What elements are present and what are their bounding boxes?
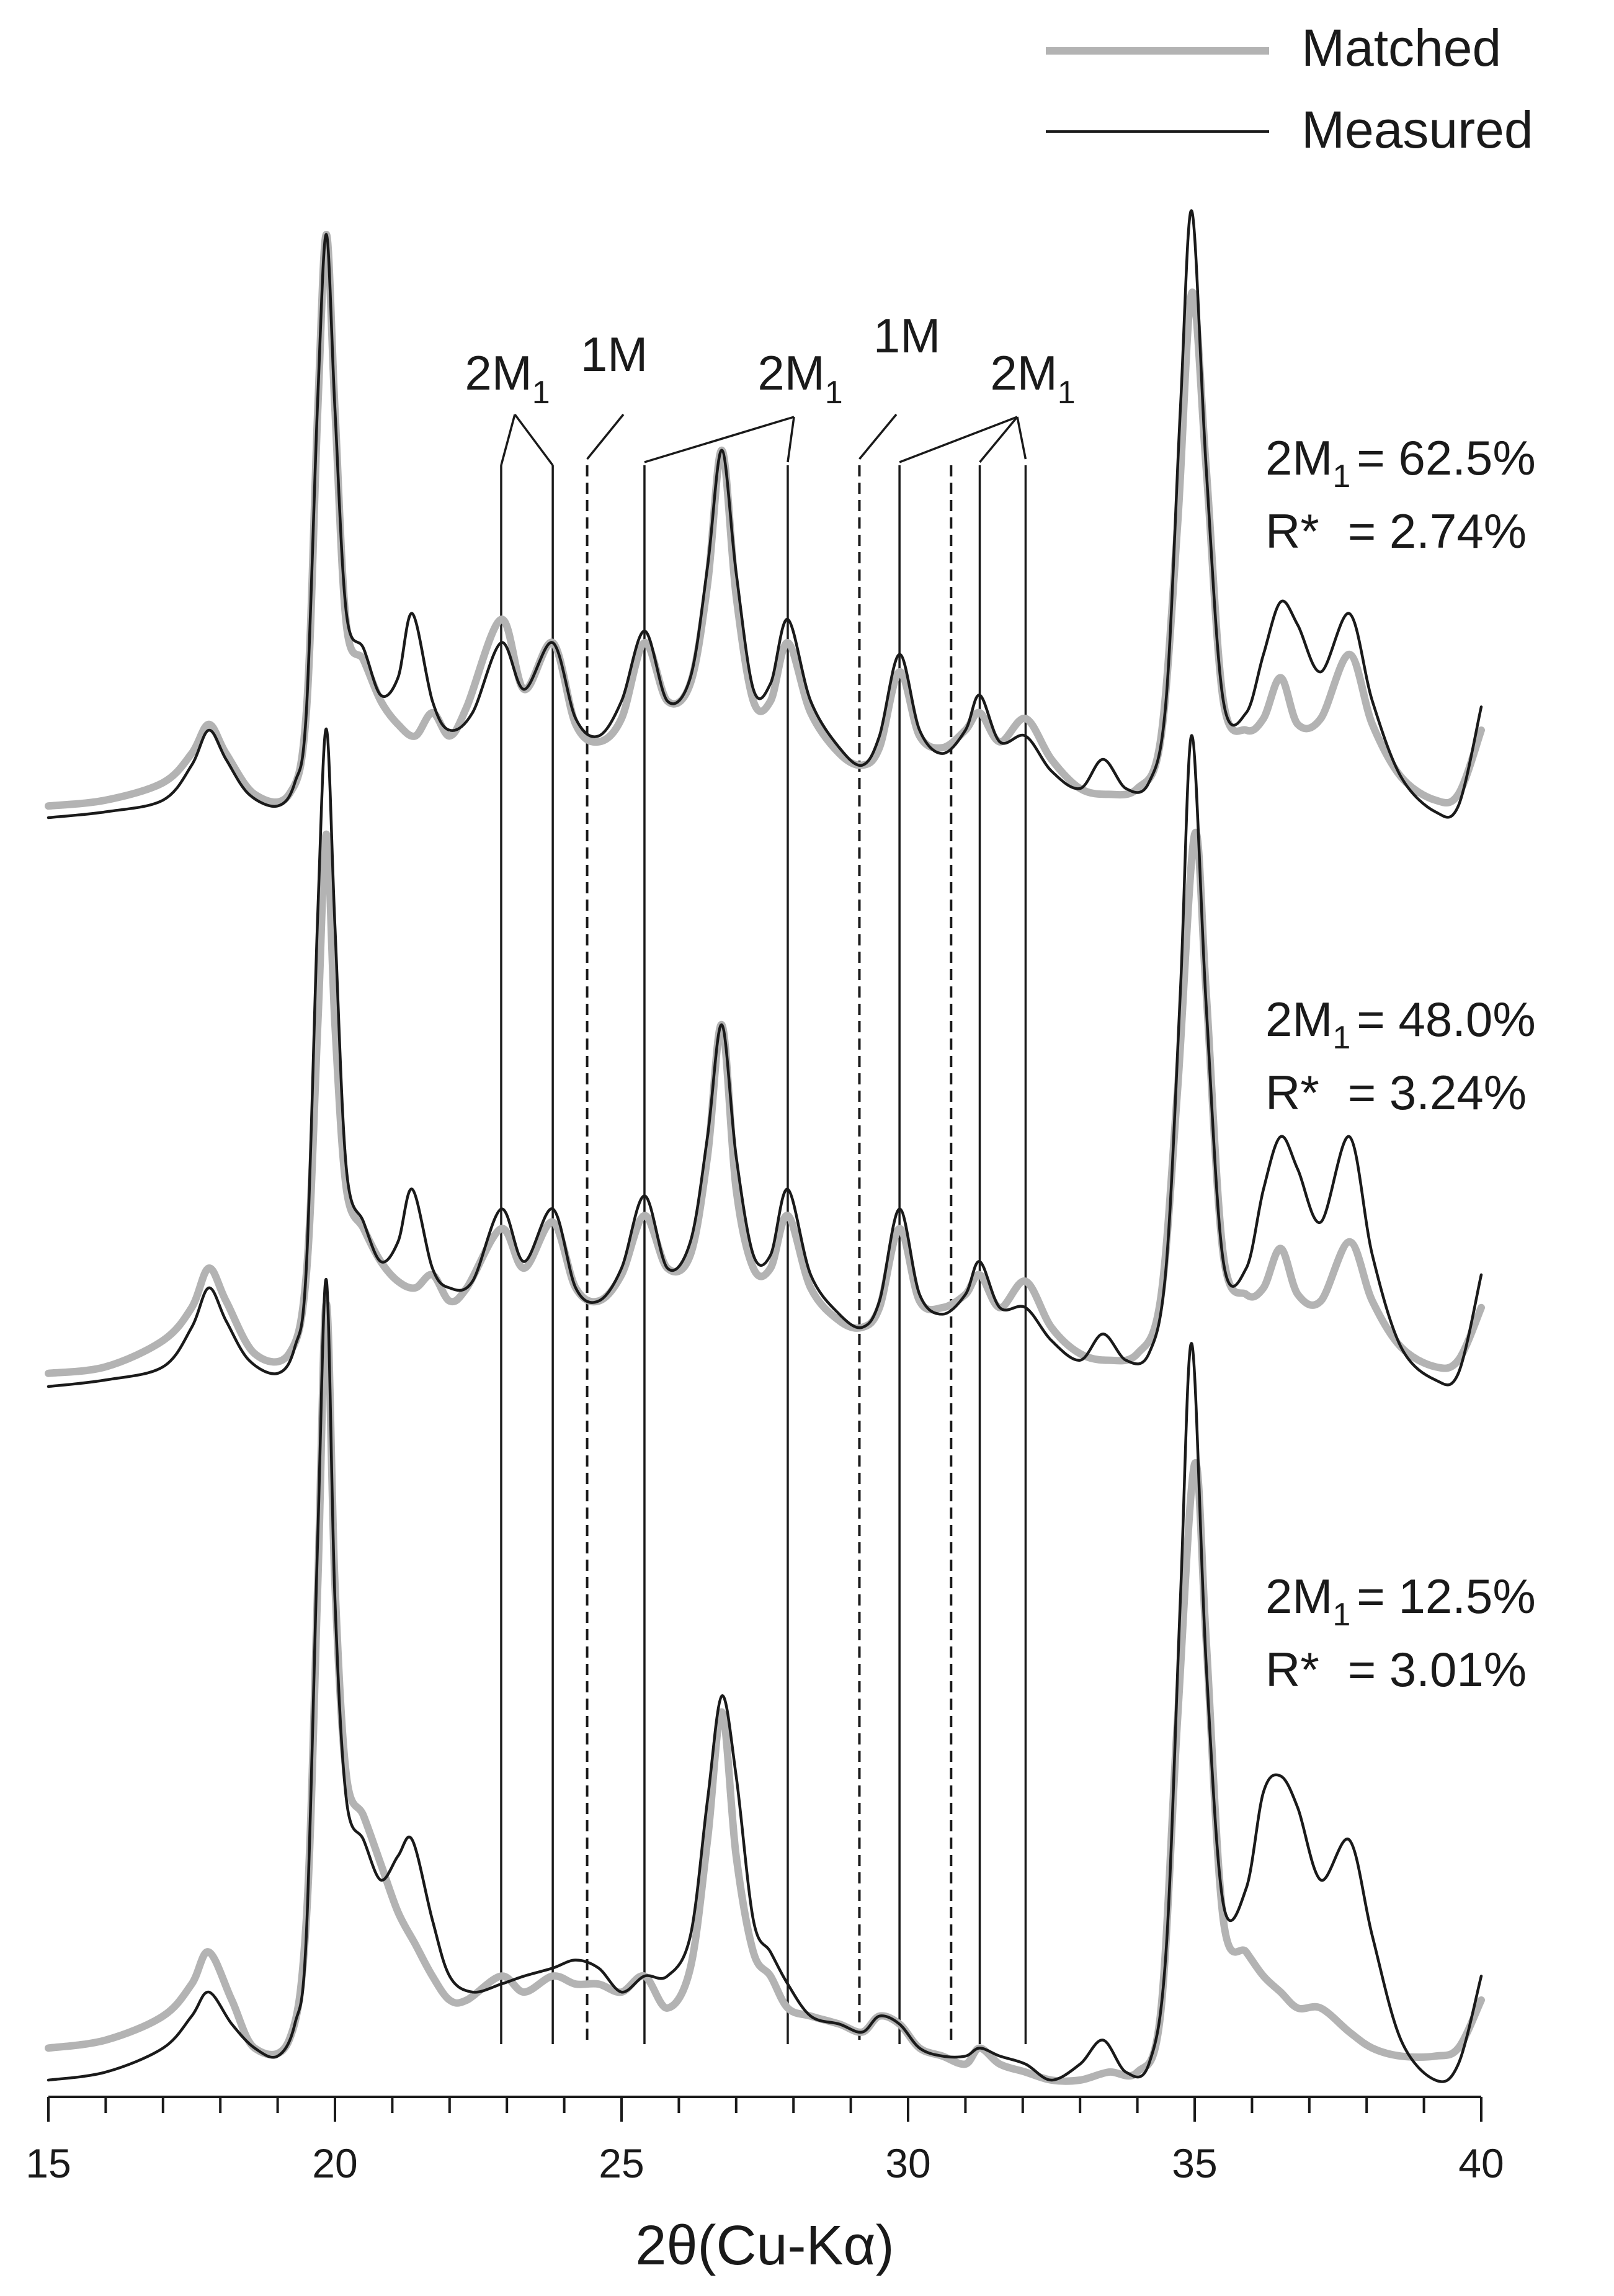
legend: Matched Measured	[1046, 19, 1533, 159]
marker-leader-line	[787, 416, 795, 463]
marker-leader-line	[586, 413, 625, 460]
marker-group-label: 2M1	[465, 346, 550, 411]
x-tick-label: 30	[885, 2140, 930, 2186]
x-axis: 15 20 25 30 35 40 2θ(Cu-Kα)	[25, 2096, 1504, 2277]
panel-annotations: 2M1 = 62.5% R* = 2.74% 2M1 = 48.0% R* = 3.24% 2M…	[1265, 431, 1536, 1697]
x-tick-label: 25	[599, 2140, 644, 2186]
series-line-measured-panel-2	[47, 727, 1483, 1388]
marker-leader-line	[1016, 416, 1027, 460]
x-tick-label: 20	[312, 2140, 357, 2186]
r-factor-label: R* = 3.01%	[1265, 1642, 1527, 1697]
phase-fraction-label: 2M1 = 62.5%	[1265, 431, 1536, 494]
marker-leader-line	[514, 413, 554, 467]
marker-leader-line	[500, 414, 516, 466]
reflection-markers: 2M1 1M 2M1 1M 2M1	[465, 308, 1076, 2044]
marker-group-label: 1M	[873, 308, 940, 363]
marker-group-label: 2M1	[757, 346, 842, 411]
plot-curves	[45, 209, 1485, 2085]
x-axis-title: 2θ(Cu-Kα)	[635, 2215, 894, 2277]
legend-measured-label: Measured	[1301, 101, 1533, 159]
marker-group-label: 1M	[581, 327, 648, 382]
series-line-measured-panel-1	[47, 209, 1483, 820]
marker-group-label: 2M1	[990, 346, 1075, 411]
marker-leader-line	[644, 416, 795, 463]
phase-fraction-label: 2M1 = 12.5%	[1265, 1569, 1536, 1633]
marker-leader-line	[858, 413, 898, 460]
x-tick-label: 40	[1458, 2140, 1504, 2186]
legend-matched-label: Matched	[1301, 19, 1501, 77]
phase-fraction-label: 2M1 = 48.0%	[1265, 992, 1536, 1056]
x-tick-label: 35	[1172, 2140, 1217, 2186]
r-factor-label: R* = 3.24%	[1265, 1065, 1527, 1120]
marker-leader-line	[979, 416, 1019, 463]
marker-leader-line	[899, 416, 1018, 463]
r-factor-label: R* = 2.74%	[1265, 504, 1527, 558]
x-tick-label: 15	[25, 2140, 71, 2186]
series-line-measured-panel-3	[47, 1278, 1483, 2083]
